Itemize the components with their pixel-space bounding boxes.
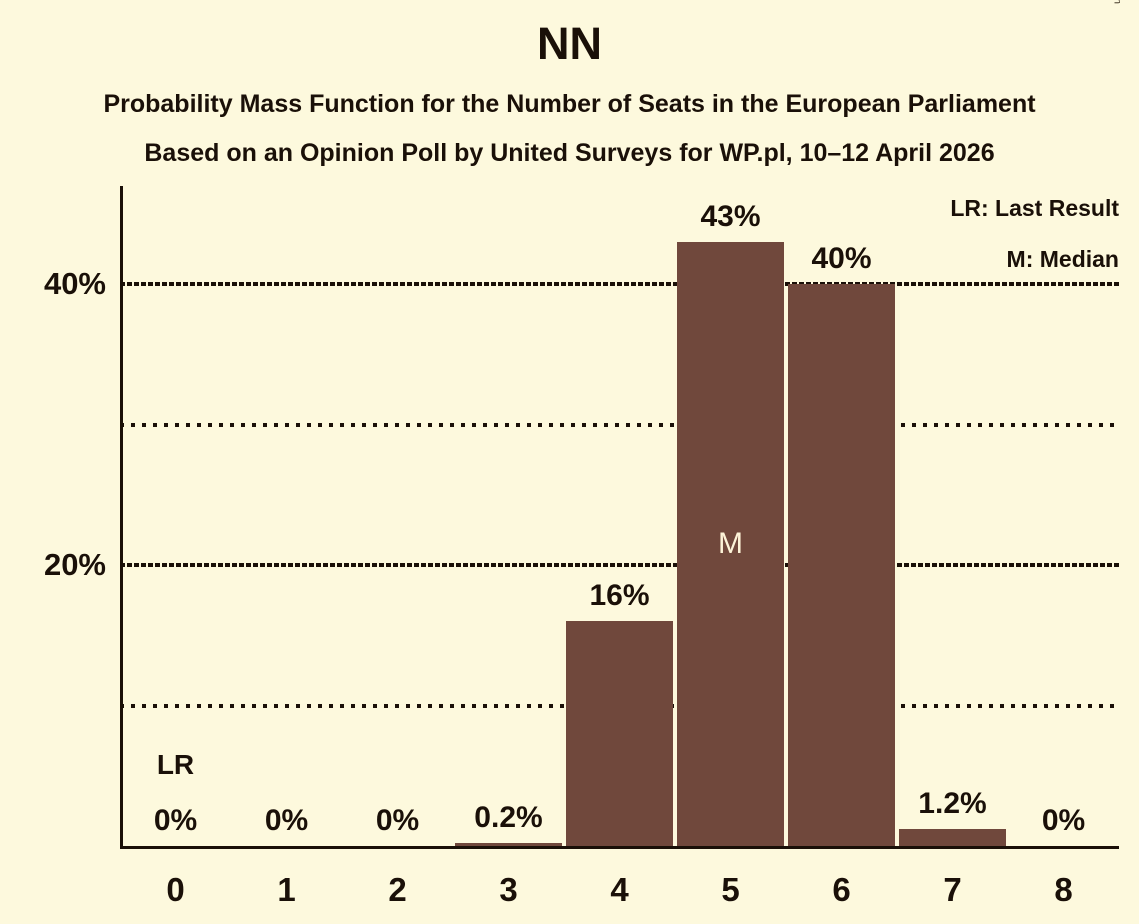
gridline-20: [120, 563, 1119, 568]
legend-item-median: M: Median: [1006, 246, 1119, 272]
bar[interactable]: [899, 829, 1006, 846]
bar-value-label: 0%: [264, 804, 309, 837]
bar-value-label: 43%: [700, 200, 761, 234]
bar-value-label: 40%: [811, 242, 872, 276]
bar-value-label: 1.2%: [918, 787, 987, 821]
bar-value-label: 0.2%: [474, 801, 543, 835]
y-axis-tick-label: 40%: [43, 266, 106, 302]
copyright-notice: © 2026 Filip van Laenen: [1112, 0, 1137, 134]
median-marker: M: [718, 527, 743, 561]
last-result-marker: LR: [156, 749, 195, 780]
x-axis-tick-label: 0: [166, 871, 185, 908]
bar[interactable]: [788, 284, 895, 846]
bar-value-label: 0%: [375, 804, 420, 837]
bar-value-label: 16%: [589, 579, 650, 613]
bar-value-label: 0%: [1041, 804, 1086, 837]
y-axis-line: [120, 186, 123, 847]
x-axis-tick-label: 5: [721, 871, 740, 908]
copyright-text: © 2026 Filip van Laenen: [1112, 0, 1123, 4]
chart-subtitle-secondary: Based on an Opinion Poll by United Surve…: [144, 139, 995, 167]
page-title: NN: [537, 18, 602, 69]
gridline-30: [120, 422, 1119, 427]
gridline-40: [120, 282, 1119, 287]
chart-subtitle-primary: Probability Mass Function for the Number…: [103, 90, 1036, 118]
bar[interactable]: [455, 843, 562, 846]
x-axis-tick-label: 6: [832, 871, 851, 908]
y-axis-tick-label: 20%: [43, 547, 106, 583]
bar-value-label: 0%: [153, 804, 198, 837]
plot-area: [120, 186, 1119, 849]
chart-legend: LR: Last Result M: Median: [950, 183, 1119, 285]
legend-item-last-result: LR: Last Result: [950, 195, 1119, 221]
bar[interactable]: [677, 242, 784, 846]
x-axis-tick-label: 4: [610, 871, 629, 908]
x-axis-tick-label: 8: [1054, 871, 1073, 908]
bar[interactable]: [566, 621, 673, 846]
x-axis-tick-label: 7: [943, 871, 962, 908]
x-axis-tick-label: 3: [499, 871, 518, 908]
x-axis-tick-label: 2: [388, 871, 407, 908]
x-axis-tick-label: 1: [277, 871, 296, 908]
x-axis-line: [120, 846, 1119, 849]
